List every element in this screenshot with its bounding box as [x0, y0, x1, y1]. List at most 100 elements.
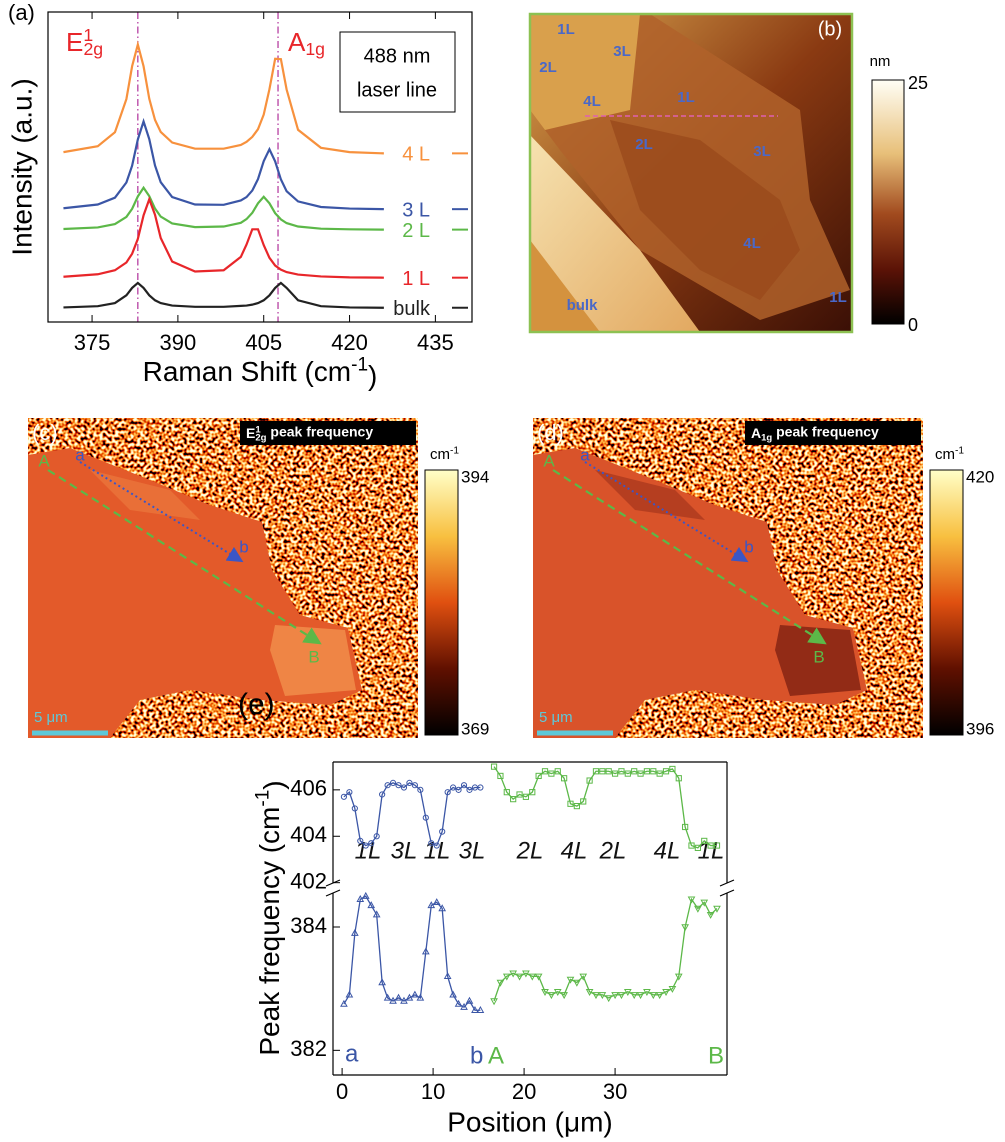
data-point — [688, 842, 695, 849]
data-point — [427, 901, 436, 909]
data-point — [669, 765, 676, 773]
data-point — [528, 973, 537, 981]
data-point — [428, 840, 435, 847]
data-point — [443, 972, 452, 980]
text-part: E — [66, 27, 83, 57]
data-point — [444, 789, 451, 796]
text-part: 1 — [83, 25, 93, 45]
end-label: a — [345, 1040, 359, 1067]
data-point — [471, 1006, 479, 1013]
profile-line — [493, 897, 718, 1002]
data-point — [560, 992, 568, 1000]
data-point — [682, 823, 689, 831]
data-point — [405, 993, 414, 1001]
data-point — [605, 768, 612, 775]
region-label: 2L — [635, 136, 653, 153]
text-part: ) — [368, 360, 377, 391]
spectrum-line — [63, 196, 384, 279]
data-point — [548, 770, 555, 777]
colorbar-max: 25 — [908, 73, 928, 93]
flake-subregion — [90, 470, 200, 520]
data-point — [529, 789, 536, 796]
data-point — [509, 970, 518, 978]
data-point — [541, 768, 549, 775]
data-point — [476, 1006, 485, 1013]
data-point — [400, 996, 408, 1004]
data-point — [650, 768, 657, 775]
data-point — [579, 973, 588, 981]
data-point — [383, 993, 392, 1001]
data-point — [599, 768, 606, 775]
data-point — [510, 796, 517, 803]
end-label: A — [488, 1042, 504, 1069]
end-label: b — [470, 1042, 483, 1069]
colorbar — [929, 469, 964, 736]
data-point — [450, 784, 457, 791]
panel-label: (a) — [8, 0, 35, 25]
spectrum-line — [63, 117, 384, 211]
data-point — [649, 992, 658, 1000]
layer-label: 4L — [561, 837, 588, 864]
data-point — [534, 973, 543, 981]
data-point — [350, 928, 359, 936]
point-label: A — [38, 451, 50, 470]
region-label: 1L — [677, 89, 695, 106]
point-label: a — [580, 445, 590, 464]
data-point — [454, 999, 463, 1007]
data-point — [674, 973, 683, 981]
data-point — [617, 992, 626, 1000]
data-point — [515, 973, 524, 981]
data-point — [356, 895, 365, 902]
data-point — [496, 979, 505, 987]
region-label: 3L — [753, 143, 771, 160]
text-part: -1 — [351, 354, 368, 375]
data-point — [395, 782, 402, 789]
data-point — [694, 844, 701, 851]
panel-label: (d) — [537, 420, 564, 445]
x-tick-label: 435 — [417, 330, 454, 355]
data-point — [455, 786, 462, 793]
spectrum-line — [63, 281, 384, 309]
text-part: 1g — [305, 39, 325, 59]
data-point — [701, 837, 708, 845]
data-point — [637, 770, 644, 777]
region-label: 1L — [829, 289, 847, 306]
data-point — [438, 904, 447, 912]
data-point — [361, 891, 370, 899]
region-label: 2L — [539, 59, 557, 76]
data-point — [490, 998, 498, 1006]
data-point — [643, 989, 651, 996]
note-box — [339, 31, 456, 113]
text-part: -1 — [450, 445, 459, 456]
data-point — [372, 910, 381, 918]
afm-terrace — [530, 14, 640, 130]
data-point — [687, 896, 696, 904]
data-point — [394, 993, 403, 1001]
y-tick-label: 406 — [290, 776, 327, 801]
x-tick-label: 0 — [336, 1079, 348, 1104]
text-part: -1 — [252, 790, 273, 807]
data-point — [411, 782, 418, 789]
data-point — [623, 989, 632, 996]
colorbar-min: 396 — [966, 719, 994, 738]
colorbar-unit: cm-1 — [430, 445, 459, 463]
data-point — [389, 996, 397, 1004]
legend-label: 3 L — [402, 199, 430, 221]
panel-label: (b) — [818, 18, 842, 40]
x-tick-label: 30 — [603, 1079, 627, 1104]
title-box — [240, 421, 416, 445]
data-point — [554, 768, 561, 775]
data-point — [561, 775, 568, 782]
peak-label: A1g — [288, 27, 325, 59]
panel-label: (e) — [238, 688, 275, 721]
data-point — [580, 798, 587, 805]
region-label: 3L — [613, 43, 631, 60]
y-axis-label-group: Intensity (a.u.) — [6, 78, 37, 255]
spectrum-line — [63, 40, 384, 155]
data-point — [465, 996, 474, 1004]
legend-label: 4 L — [402, 144, 430, 166]
data-point — [367, 901, 376, 909]
data-point — [433, 842, 440, 849]
point-label: b — [239, 537, 248, 556]
